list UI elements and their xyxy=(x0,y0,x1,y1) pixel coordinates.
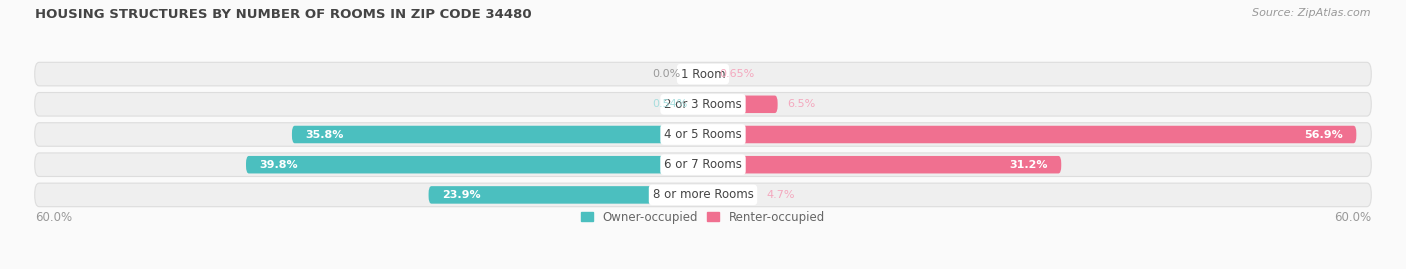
FancyBboxPatch shape xyxy=(703,95,778,113)
FancyBboxPatch shape xyxy=(35,62,1371,86)
Text: 0.65%: 0.65% xyxy=(720,69,755,79)
Text: 1 Room: 1 Room xyxy=(681,68,725,81)
FancyBboxPatch shape xyxy=(35,183,1371,207)
FancyBboxPatch shape xyxy=(703,156,1062,174)
FancyBboxPatch shape xyxy=(697,95,703,113)
Text: 0.0%: 0.0% xyxy=(652,69,681,79)
Text: 2 or 3 Rooms: 2 or 3 Rooms xyxy=(664,98,742,111)
Text: 6.5%: 6.5% xyxy=(787,99,815,109)
FancyBboxPatch shape xyxy=(35,93,1371,116)
Text: 56.9%: 56.9% xyxy=(1303,129,1343,140)
Text: 39.8%: 39.8% xyxy=(260,160,298,170)
FancyBboxPatch shape xyxy=(292,126,703,143)
Text: 35.8%: 35.8% xyxy=(305,129,344,140)
Text: 8 or more Rooms: 8 or more Rooms xyxy=(652,188,754,201)
FancyBboxPatch shape xyxy=(429,186,703,204)
Legend: Owner-occupied, Renter-occupied: Owner-occupied, Renter-occupied xyxy=(576,206,830,228)
FancyBboxPatch shape xyxy=(246,156,703,174)
Text: 60.0%: 60.0% xyxy=(35,211,72,224)
Text: 0.54%: 0.54% xyxy=(652,99,688,109)
FancyBboxPatch shape xyxy=(703,126,1357,143)
FancyBboxPatch shape xyxy=(35,153,1371,176)
Text: Source: ZipAtlas.com: Source: ZipAtlas.com xyxy=(1253,8,1371,18)
Text: HOUSING STRUCTURES BY NUMBER OF ROOMS IN ZIP CODE 34480: HOUSING STRUCTURES BY NUMBER OF ROOMS IN… xyxy=(35,8,531,21)
Text: 4.7%: 4.7% xyxy=(766,190,794,200)
Text: 4 or 5 Rooms: 4 or 5 Rooms xyxy=(664,128,742,141)
FancyBboxPatch shape xyxy=(35,123,1371,146)
Text: 23.9%: 23.9% xyxy=(443,190,481,200)
FancyBboxPatch shape xyxy=(703,186,756,204)
Text: 31.2%: 31.2% xyxy=(1010,160,1047,170)
Text: 60.0%: 60.0% xyxy=(1334,211,1371,224)
FancyBboxPatch shape xyxy=(703,65,710,83)
Text: 6 or 7 Rooms: 6 or 7 Rooms xyxy=(664,158,742,171)
